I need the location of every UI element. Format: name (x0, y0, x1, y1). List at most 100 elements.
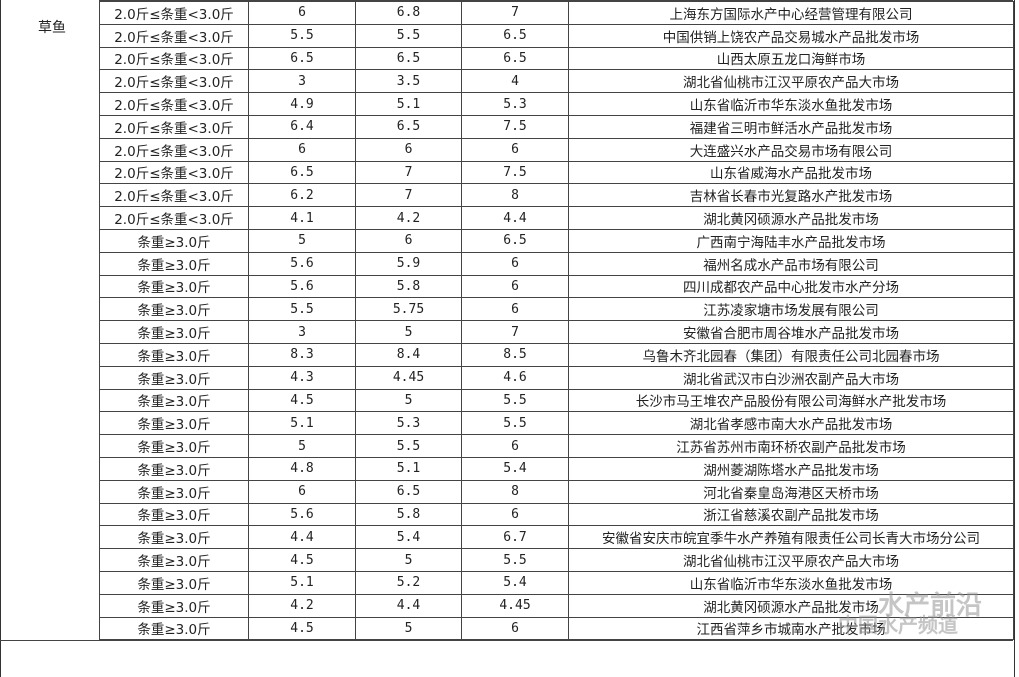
spec-cell: 条重≥3.0斤 (99, 320, 249, 344)
high-price-cell: 6.5 (461, 46, 569, 71)
spec-cell: 条重≥3.0斤 (99, 456, 249, 481)
mid-price-cell: 8.4 (355, 342, 462, 367)
market-cell: 上海东方国际水产中心经营管理有限公司 (568, 1, 1014, 25)
high-price-cell: 6 (461, 251, 569, 276)
table-row: 条重≥3.0斤 5.1 5.2 5.4 山东省临沂市华东淡水鱼批发市场 (99, 570, 1014, 595)
low-price-cell: 4.2 (248, 593, 356, 618)
divider (99, 0, 1013, 1)
mid-price-cell: 6 (355, 137, 462, 162)
mid-price-cell: 5.8 (355, 502, 462, 527)
spec-cell: 条重≥3.0斤 (99, 274, 249, 299)
high-price-cell: 4.4 (461, 206, 569, 230)
mid-price-cell: 6.5 (355, 114, 462, 139)
table-row: 条重≥3.0斤 4.5 5 5.5 湖北省仙桃市江汉平原农产品大市场 (99, 548, 1014, 572)
spec-cell: 2.0斤≤条重<3.0斤 (99, 137, 249, 162)
market-cell: 广西南宁海陆丰水产品批发市场 (568, 228, 1014, 253)
category-label: 草鱼 (38, 20, 66, 36)
mid-price-cell: 5 (355, 616, 462, 641)
mid-price-cell: 6.5 (355, 46, 462, 71)
market-cell: 湖北黄冈硕源水产品批发市场 (568, 206, 1014, 230)
spec-cell: 条重≥3.0斤 (99, 228, 249, 253)
high-price-cell: 7 (461, 320, 569, 344)
spec-cell: 2.0斤≤条重<3.0斤 (99, 206, 249, 230)
market-cell: 安徽省安庆市皖宜季牛水产养殖有限责任公司长青大市场分公司 (568, 525, 1014, 550)
high-price-cell: 5.4 (461, 456, 569, 481)
high-price-cell: 6.7 (461, 525, 569, 550)
mid-price-cell: 6.5 (355, 479, 462, 504)
spec-cell: 条重≥3.0斤 (99, 616, 249, 641)
spec-cell: 条重≥3.0斤 (99, 479, 249, 504)
market-cell: 湖北省仙桃市江汉平原农产品大市场 (568, 548, 1014, 572)
low-price-cell: 4.5 (248, 548, 356, 572)
spec-cell: 条重≥3.0斤 (99, 342, 249, 367)
mid-price-cell: 5.5 (355, 434, 462, 458)
spec-cell: 条重≥3.0斤 (99, 525, 249, 550)
high-price-cell: 7.5 (461, 160, 569, 185)
spec-cell: 条重≥3.0斤 (99, 593, 249, 618)
mid-price-cell: 5 (355, 320, 462, 344)
high-price-cell: 5.5 (461, 388, 569, 413)
mid-price-cell: 5.2 (355, 570, 462, 595)
low-price-cell: 6.4 (248, 114, 356, 139)
high-price-cell: 7 (461, 1, 569, 25)
table-row: 条重≥3.0斤 4.2 4.4 4.45 湖北黄冈硕源水产品批发市场 (99, 593, 1014, 618)
market-cell: 江苏省苏州市南环桥农副产品批发市场 (568, 434, 1014, 458)
market-cell: 乌鲁木齐北园春（集团）有限责任公司北园春市场 (568, 342, 1014, 367)
high-price-cell: 8 (461, 183, 569, 208)
low-price-cell: 6.5 (248, 46, 356, 71)
table-row: 2.0斤≤条重<3.0斤 6 6.8 7 上海东方国际水产中心经营管理有限公司 (99, 1, 1014, 25)
high-price-cell: 4 (461, 69, 569, 94)
mid-price-cell: 5 (355, 548, 462, 572)
high-price-cell: 6.5 (461, 23, 569, 48)
mid-price-cell: 5.8 (355, 274, 462, 299)
mid-price-cell: 6 (355, 228, 462, 253)
table-row: 2.0斤≤条重<3.0斤 3 3.5 4 湖北省仙桃市江汉平原农产品大市场 (99, 69, 1014, 94)
mid-price-cell: 5.75 (355, 297, 462, 322)
low-price-cell: 4.8 (248, 456, 356, 481)
table-row: 条重≥3.0斤 5.6 5.8 6 浙江省慈溪农副产品批发市场 (99, 502, 1014, 527)
low-price-cell: 6 (248, 137, 356, 162)
market-cell: 浙江省慈溪农副产品批发市场 (568, 502, 1014, 527)
category-cell: 草鱼 (1, 0, 100, 640)
table-row: 条重≥3.0斤 5.1 5.3 5.5 湖北省孝感市南大水产品批发市场 (99, 411, 1014, 436)
low-price-cell: 5.6 (248, 274, 356, 299)
mid-price-cell: 7 (355, 160, 462, 185)
low-price-cell: 5.1 (248, 411, 356, 436)
high-price-cell: 6 (461, 502, 569, 527)
spec-cell: 条重≥3.0斤 (99, 297, 249, 322)
spec-cell: 条重≥3.0斤 (99, 388, 249, 413)
market-cell: 中国供销上饶农产品交易城水产品批发市场 (568, 23, 1014, 48)
low-price-cell: 4.9 (248, 92, 356, 116)
low-price-cell: 5 (248, 434, 356, 458)
high-price-cell: 5.3 (461, 92, 569, 116)
spec-cell: 2.0斤≤条重<3.0斤 (99, 23, 249, 48)
market-cell: 湖北黄冈硕源水产品批发市场 (568, 593, 1014, 618)
low-price-cell: 6 (248, 1, 356, 25)
table-row: 条重≥3.0斤 4.8 5.1 5.4 湖州菱湖陈塔水产品批发市场 (99, 456, 1014, 481)
table-row: 条重≥3.0斤 8.3 8.4 8.5 乌鲁木齐北园春（集团）有限责任公司北园春市场 (99, 342, 1014, 367)
mid-price-cell: 5.9 (355, 251, 462, 276)
market-cell: 福州名成水产品市场有限公司 (568, 251, 1014, 276)
market-cell: 大连盛兴水产品交易市场有限公司 (568, 137, 1014, 162)
market-cell: 吉林省长春市光复路水产批发市场 (568, 183, 1014, 208)
low-price-cell: 6.5 (248, 160, 356, 185)
low-price-cell: 5.5 (248, 297, 356, 322)
low-price-cell: 4.4 (248, 525, 356, 550)
table-row: 条重≥3.0斤 5 5.5 6 江苏省苏州市南环桥农副产品批发市场 (99, 434, 1014, 458)
market-cell: 安徽省合肥市周谷堆水产品批发市场 (568, 320, 1014, 344)
market-cell: 山东省临沂市华东淡水鱼批发市场 (568, 570, 1014, 595)
high-price-cell: 4.45 (461, 593, 569, 618)
low-price-cell: 3 (248, 69, 356, 94)
low-price-cell: 5.6 (248, 251, 356, 276)
spec-cell: 2.0斤≤条重<3.0斤 (99, 46, 249, 71)
table-row: 条重≥3.0斤 4.3 4.45 4.6 湖北省武汉市白沙洲农副产品大市场 (99, 365, 1014, 390)
table-row: 条重≥3.0斤 4.5 5 5.5 长沙市马王堆农产品股份有限公司海鲜水产批发市场 (99, 388, 1014, 413)
low-price-cell: 4.3 (248, 365, 356, 390)
table-row: 条重≥3.0斤 4.5 5 6 江西省萍乡市城南水产批发市场 (99, 616, 1014, 641)
market-cell: 山西太原五龙口海鲜市场 (568, 46, 1014, 71)
table-row: 2.0斤≤条重<3.0斤 6.5 7 7.5 山东省威海水产品批发市场 (99, 160, 1014, 185)
market-cell: 江西省萍乡市城南水产批发市场 (568, 616, 1014, 641)
mid-price-cell: 3.5 (355, 69, 462, 94)
low-price-cell: 4.1 (248, 206, 356, 230)
